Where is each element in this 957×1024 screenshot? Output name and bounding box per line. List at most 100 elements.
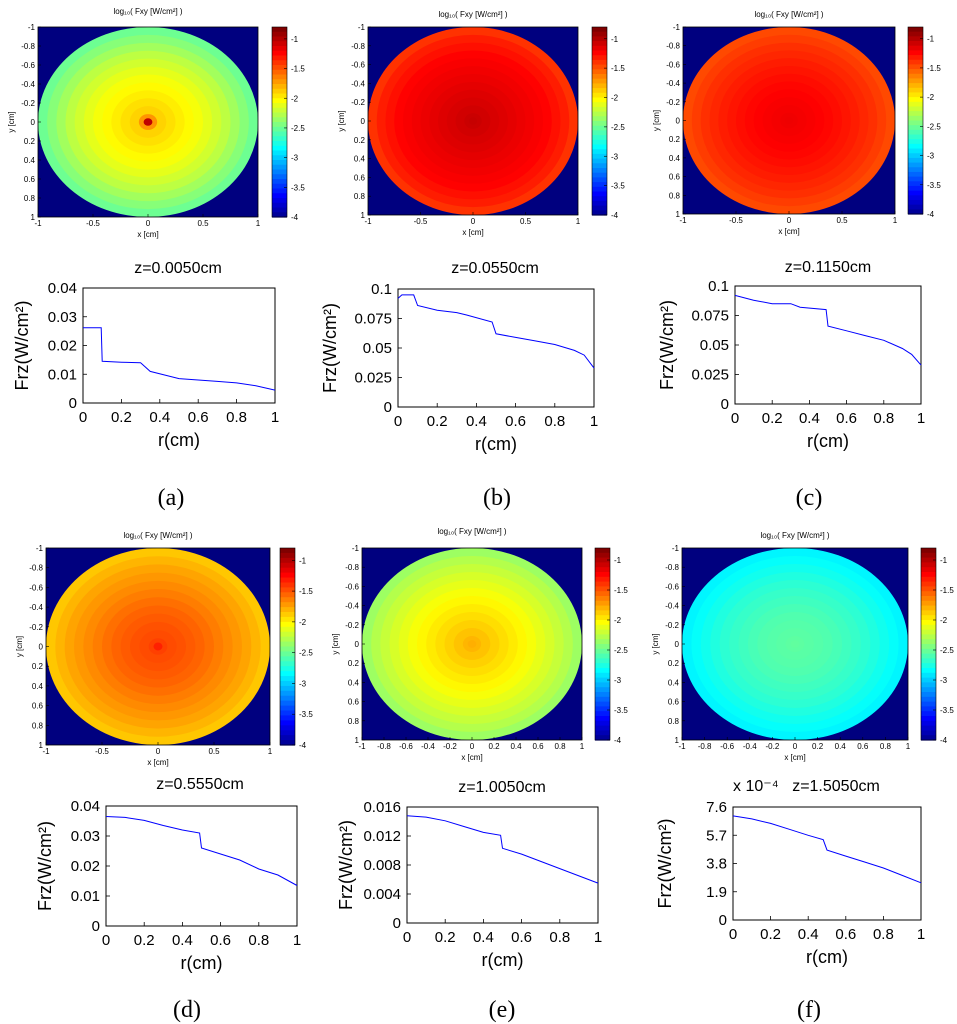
colorbar-tick-label: -1.5 [611,64,625,73]
line-plot-frame [406,806,599,924]
colorbar-segment [592,88,607,94]
heatmap-y-tick-label: 0.4 [32,682,44,691]
colorbar-tick-label: -2.5 [611,123,625,132]
colorbar-segment [595,648,610,655]
colorbar-segment [280,602,295,608]
colorbar-segment [921,600,936,607]
colorbar-segment [908,27,923,33]
heatmap-y-tick-label: 0.4 [348,678,360,687]
heatmap-y-tick-label: 0.8 [32,721,44,730]
heatmap-x-tick-label: 0.8 [880,742,892,751]
heatmap-y-tick-label: -0.4 [351,79,365,88]
colorbar-segment [921,658,936,664]
colorbar-segment [272,193,287,199]
line-x-tick-label: 1 [293,932,301,949]
colorbar-segment [272,41,287,47]
colorbar-tick-label: -3.5 [614,706,628,715]
colorbar-segment [592,191,607,197]
colorbar-segment [272,150,287,156]
colorbar-frame [279,547,296,746]
colorbar-segment [272,112,287,118]
colorbar-segment [280,631,295,638]
heatmap-x-tick-label: 0 [470,742,475,751]
heatmap-y-tick-label: -0.6 [29,583,43,592]
colorbar-segment [908,157,923,164]
heatmap-y-tick-label: 1 [39,741,44,750]
line-y-tick-label: 0.01 [71,888,100,905]
heatmap-y-tick-label: 0.6 [24,175,36,184]
heatmap-y-tick-label: 0.8 [348,717,360,726]
heatmap-y-label: y [cm] [331,633,340,654]
line-panel-3: 0 0.2 0.4 0.6 0.8 1 0 0.025 0.05 0.075 0.1 z=0.1150… [657,259,925,451]
heatmap-y-tick-label: -0.2 [345,621,359,630]
colorbar-segment [280,597,295,603]
colorbar-segment [908,185,923,192]
heatmap-x-tick-label: 0.2 [488,742,500,751]
line-x-label: r(cm) [482,950,524,970]
colorbar-tick-label: -3.5 [299,710,313,719]
heatmap-y-tick-label: -0.8 [29,564,43,573]
colorbar-segment [908,153,923,159]
colorbar-segment [592,158,607,164]
colorbar-segment [595,572,610,578]
colorbar-segment [272,164,287,171]
colorbar-segment [280,710,295,717]
colorbar-segment [921,634,936,640]
colorbar-segment [280,616,295,623]
panel-label: (b) [483,485,511,511]
heatmap-y-tick-label: 0.4 [668,678,680,687]
heatmap-x-tick-label: 0 [146,219,151,228]
line-y-tick-label: 0.025 [691,367,729,384]
colorbar-tick-label: -3.5 [611,182,625,191]
colorbar-segment [272,136,287,142]
colorbar-segment [908,162,923,168]
colorbar-segment [908,111,923,117]
colorbar-segment [921,567,936,573]
colorbar-segment [921,562,936,568]
line-x-tick-label: 0.6 [210,932,231,949]
colorbar-segment [908,209,923,215]
line-x-tick-label: 0.8 [544,413,565,430]
colorbar-segment [908,125,923,131]
colorbar-segment [595,735,610,741]
colorbar-segment [908,181,923,187]
colorbar-segment [592,172,607,178]
heatmap-y-tick-label: -0.2 [21,99,35,108]
line-plot-title: z=0.0550cm [451,260,539,277]
colorbar-segment [272,188,287,194]
heatmap-x-tick-label: 1 [256,219,261,228]
colorbar-segment [908,190,923,196]
heatmap-y-tick-label: 0 [675,640,680,649]
colorbar-segment [595,706,610,712]
colorbar-segment [280,700,295,707]
line-x-tick-label: 0 [731,410,739,427]
heatmap-y-tick-label: 0.6 [354,173,366,182]
heatmap-center-spot [467,640,477,648]
heatmap-y-tick-label: -0.4 [21,80,35,89]
colorbar-segment [921,725,936,731]
colorbar-segment [272,65,287,71]
line-panel-2: 0 0.2 0.4 0.6 0.8 1 0 0.025 0.05 0.075 0.1 z=0.0550… [320,260,598,454]
line-x-tick-label: 0.2 [762,410,783,427]
colorbar-segment [908,55,923,61]
heatmap-x-tick-label: -0.6 [720,742,734,751]
line-x-tick-label: 0 [79,409,87,426]
colorbar-segment [595,624,610,631]
heatmap-y-tick-label: 0.4 [24,156,36,165]
line-y-tick-label: 0.008 [363,857,401,874]
colorbar-segment [908,139,923,145]
colorbar-segment [592,55,607,61]
colorbar-segment [908,69,923,75]
line-y-tick-label: 0.1 [708,278,729,295]
colorbar-segment [592,27,607,33]
colorbar-segment [592,69,607,75]
colorbar-tick-label: -3 [611,152,619,161]
colorbar-segment [272,50,287,57]
colorbar-segment [592,97,607,103]
line-x-tick-label: 0.4 [466,413,487,430]
panel-label: (c) [796,485,823,511]
colorbar-segment [595,605,610,611]
heatmap-title: log₁₀( Fxy [W/cm²] ) [437,527,506,536]
colorbar-segment [592,31,607,37]
colorbar-tick-label: -2.5 [291,124,305,133]
